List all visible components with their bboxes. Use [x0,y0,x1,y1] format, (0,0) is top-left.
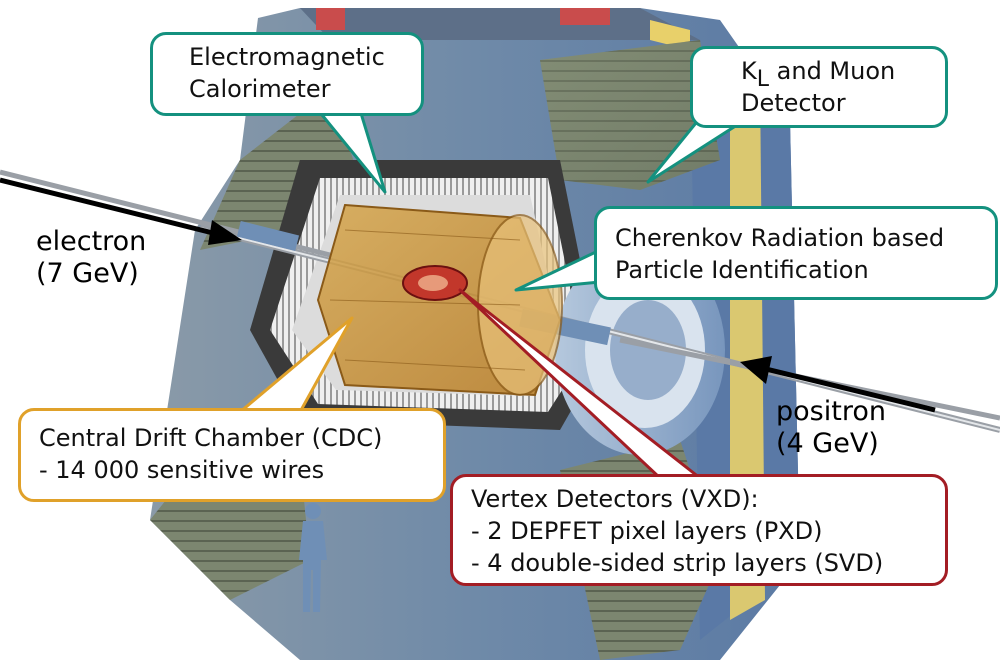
vxd-label-line2: - 2 DEPFET pixel layers (PXD) [471,517,823,545]
electron-label: electron (7 GeV) [36,226,146,290]
cdc-label-line2: - 14 000 sensitive wires [39,456,325,484]
klm-label-line1: KL and Muon [741,55,931,91]
cdc-label-line1: Central Drift Chamber (CDC) [39,424,383,452]
pid-callout: Cherenkov Radiation based Particle Ident… [594,206,998,300]
person-silhouette-icon [299,503,327,612]
ecl-label-line2: Calorimeter [189,75,331,103]
vxd-label-line3: - 4 double-sided strip layers (SVD) [471,549,884,577]
arrow-right-icon [0,177,242,245]
vxd-callout: Vertex Detectors (VXD): - 2 DEPFET pixel… [450,474,948,586]
pid-label-line1: Cherenkov Radiation based [615,224,945,252]
positron-label: positron (4 GeV) [776,396,886,460]
vxd-label-line1: Vertex Detectors (VXD): [471,485,759,513]
positron-name: positron [776,396,886,427]
electron-energy: (7 GeV) [36,258,139,289]
cdc-callout: Central Drift Chamber (CDC) - 14 000 sen… [18,408,446,502]
arrow-left-icon [740,356,936,413]
klm-callout: KL and Muon Detector [690,46,948,128]
klm-k: K [741,57,757,85]
vxd-core [402,265,468,301]
klm-subscript: L [756,67,770,92]
positron-energy: (4 GeV) [776,428,879,459]
klm-label-line2: Detector [741,89,846,117]
pid-label-line2: Particle Identification [615,256,869,284]
klm-rest: and Muon [769,57,896,85]
ecl-callout: Electromagnetic Calorimeter [150,32,424,116]
electron-name: electron [36,226,147,257]
ecl-label-line1: Electromagnetic [189,43,385,71]
